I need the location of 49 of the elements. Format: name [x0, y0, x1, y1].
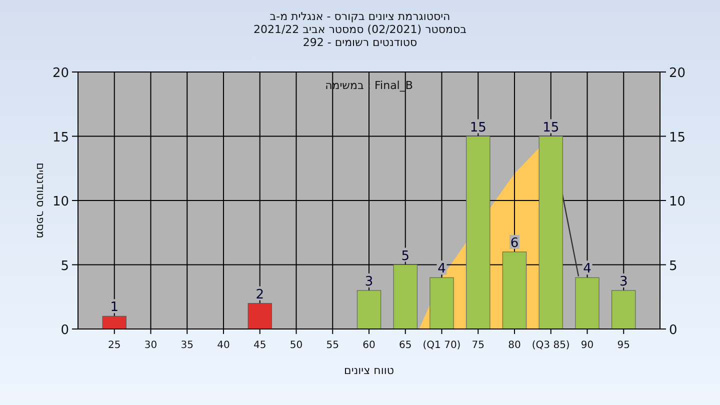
x-axis-title: טווח ציונים	[344, 364, 394, 377]
x-tick-label: 45	[254, 340, 266, 351]
y-tick-label: 20	[52, 66, 69, 81]
bar	[502, 252, 527, 330]
y-tick-label: 15	[52, 130, 69, 146]
x-tick-label: 95	[617, 340, 630, 351]
data-label: 15	[470, 120, 486, 136]
bar	[248, 303, 272, 330]
bar	[102, 316, 126, 330]
y-tick-label: 0	[60, 323, 69, 338]
bar	[612, 290, 636, 330]
bar	[466, 136, 490, 330]
chart-subtitle: בסמסטר (02/2021) סמסטר אביב 2021/22 סטודנטים רשומים - 292	[253, 23, 467, 49]
y2-tick-label: 0	[669, 323, 678, 338]
x-tick-label: 80	[508, 340, 521, 351]
x-tick-label: 65	[399, 340, 412, 351]
y-tick-label: 10	[52, 194, 69, 210]
data-label: 1	[110, 300, 119, 316]
data-label: 3	[364, 274, 374, 290]
data-label: 6	[510, 236, 519, 251]
x-tick-label: 60	[362, 340, 376, 351]
bar	[430, 277, 454, 330]
x-tick-label: 50	[290, 340, 303, 351]
chart-title: היסטוגרמת ציונים בקורס - אנגלית מ-ב	[270, 10, 450, 23]
x-tick-label: (Q3 85)	[532, 340, 570, 351]
x-tick-label: 55	[326, 340, 339, 351]
bar	[356, 290, 382, 330]
data-label: 3	[619, 274, 628, 290]
y2-tick-label: 5	[669, 258, 678, 274]
bar	[538, 136, 563, 330]
y2-tick-label: 15	[669, 130, 686, 146]
data-label: 5	[401, 248, 410, 264]
y2-tick-label: 10	[669, 194, 686, 210]
data-label: 2	[256, 287, 264, 302]
data-label: 4	[438, 262, 446, 277]
bar	[393, 264, 418, 330]
x-tick-label: 75	[472, 340, 484, 351]
bar	[575, 277, 600, 330]
y-tick-label: 5	[60, 258, 69, 274]
y2-tick-label: 20	[669, 66, 686, 81]
x-tick-label: 40	[217, 340, 230, 351]
x-tick-label: 90	[580, 340, 594, 351]
x-tick-label: 30	[144, 340, 158, 351]
x-tick-label: 35	[180, 340, 194, 351]
x-tick-label: 25	[108, 340, 121, 351]
x-tick-label: (Q1 70)	[422, 340, 461, 351]
data-label: 15	[542, 120, 560, 136]
y-axis-title: מספר סטודנטים	[34, 162, 47, 238]
data-label: 4	[583, 262, 592, 277]
